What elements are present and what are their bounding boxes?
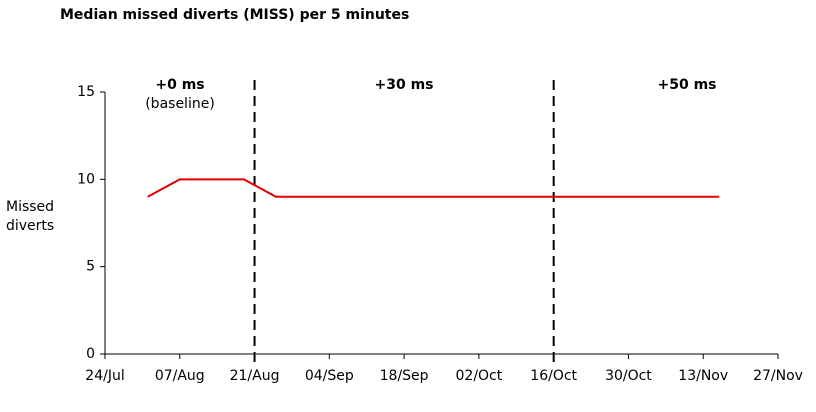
x-tick-label: 18/Sep [380,368,429,384]
x-tick-label: 30/Oct [605,368,652,384]
phase-note: (baseline) [145,96,215,112]
y-tick-label: 0 [86,346,95,362]
data-line [147,178,720,198]
y-tick-label: 10 [77,171,95,187]
x-tick-label: 27/Nov [753,368,803,384]
chart-title: Median missed diverts (MISS) per 5 minut… [60,7,409,23]
x-tick-label: 04/Sep [305,368,354,384]
y-tick-label: 5 [86,259,95,275]
x-tick-label: 16/Oct [530,368,577,384]
phase-label: +30 ms [374,77,433,93]
phase-label: +0 ms [155,77,204,93]
x-tick-label: 02/Oct [456,368,503,384]
x-tick-label: 24/Jul [85,368,124,384]
x-tick-label: 07/Aug [155,368,205,384]
x-tick-label: 13/Nov [678,368,728,384]
phase-label: +50 ms [657,77,716,93]
y-tick-label: 15 [77,84,95,100]
x-tick-label: 21/Aug [230,368,280,384]
y-axis-label: Missed diverts [6,199,55,234]
